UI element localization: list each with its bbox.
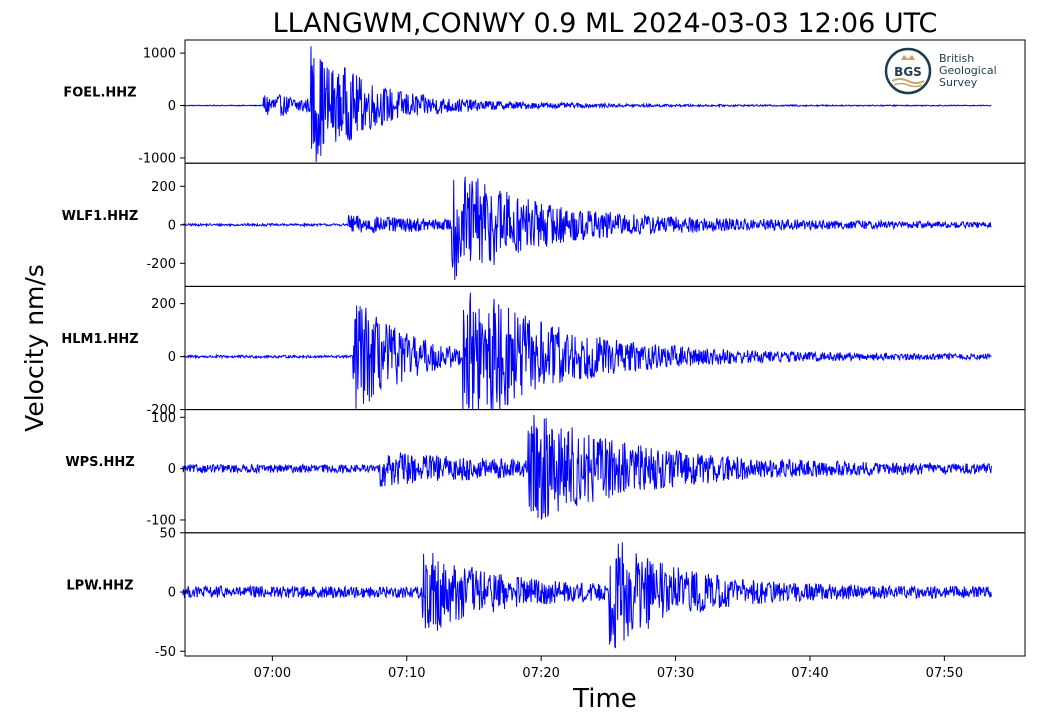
y-tick-label: 0 — [168, 218, 176, 233]
bgs-logo: BGS British Geological Survey — [884, 47, 997, 95]
y-tick-label: 0 — [168, 350, 176, 365]
station-label: HLM1.HHZ — [61, 332, 138, 347]
y-tick-label: -100 — [146, 513, 176, 528]
x-tick-label: 07:30 — [657, 666, 694, 681]
y-axis-label: Velocity nm/s — [20, 264, 49, 432]
station-label: WPS.HHZ — [65, 455, 134, 470]
y-tick-label: 200 — [151, 180, 176, 195]
waveform-foel-hhz — [182, 46, 992, 162]
logo-line-1: British — [939, 52, 974, 65]
y-tick-label: 0 — [168, 586, 176, 601]
y-tick-label: 0 — [168, 99, 176, 114]
x-tick-label: 07:00 — [254, 666, 291, 681]
x-tick-label: 07:10 — [388, 666, 425, 681]
y-tick-label: -50 — [155, 645, 176, 660]
y-tick-label: 0 — [168, 462, 176, 477]
station-label: LPW.HHZ — [66, 578, 133, 593]
x-tick-label: 07:20 — [522, 666, 559, 681]
y-tick-label: 1000 — [143, 47, 176, 62]
waveform-wps-hhz — [182, 415, 992, 520]
waveform-wlf1-hhz — [182, 176, 992, 281]
panel-foel-hhz: 1000 0 -1000 FOEL.HHZ — [63, 39, 1026, 166]
y-tick-label: -1000 — [138, 151, 176, 166]
y-tick-label: -200 — [146, 257, 176, 272]
panel-wps-hhz: 100 0 -100 WPS.HHZ — [65, 409, 1026, 534]
x-tick-label: 07:40 — [791, 666, 828, 681]
y-tick-label: 50 — [159, 526, 176, 541]
panel-hlm1-hhz: 200 0 -200 HLM1.HHZ — [61, 285, 1026, 418]
panels-group: 10000-1000FOEL.HHZ2000-200WLF1.HHZ2000-2… — [61, 39, 1026, 660]
waveform-hlm1-hhz — [182, 292, 992, 410]
x-axis: 07:00 07:10 07:20 07:30 07:40 07:50 — [254, 656, 963, 681]
y-tick-label: 100 — [151, 411, 176, 426]
wave-icon — [891, 78, 925, 84]
logo-line-2: Geological — [939, 64, 997, 77]
x-axis-label: Time — [572, 684, 637, 714]
panel-wlf1-hhz: 200 0 -200 WLF1.HHZ — [62, 162, 1026, 287]
panel-frame — [184, 532, 1026, 657]
logo-abbr: BGS — [894, 65, 922, 79]
logo-line-3: Survey — [939, 76, 978, 89]
chart-title: LLANGWM,CONWY 0.9 ML 2024-03-03 12:06 UT… — [273, 8, 938, 39]
x-tick-label: 07:50 — [926, 666, 963, 681]
crown-icon — [901, 55, 915, 60]
y-tick-label: 200 — [151, 297, 176, 312]
wave-icon-2 — [893, 82, 923, 88]
y-tick-label: -200 — [146, 403, 176, 418]
waveform-lpw-hhz — [182, 542, 992, 649]
station-label: WLF1.HHZ — [62, 209, 139, 224]
station-label: FOEL.HHZ — [63, 86, 136, 101]
panel-lpw-hhz: 50 0 -50 LPW.HHZ — [66, 526, 1026, 660]
